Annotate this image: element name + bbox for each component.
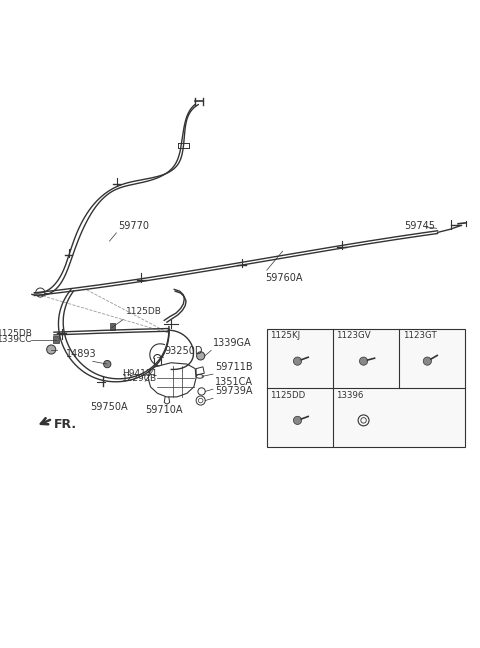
Text: 59739A: 59739A bbox=[215, 386, 253, 396]
Text: 59750A: 59750A bbox=[90, 402, 128, 412]
Bar bbox=[109, 323, 115, 330]
Text: 1125KJ: 1125KJ bbox=[270, 331, 300, 340]
Circle shape bbox=[47, 345, 56, 354]
Bar bbox=[53, 336, 59, 343]
Text: 1339CC: 1339CC bbox=[0, 335, 32, 344]
Bar bbox=[267, 329, 465, 447]
Text: FR.: FR. bbox=[54, 418, 77, 431]
Circle shape bbox=[197, 352, 205, 360]
Text: 93250D: 93250D bbox=[164, 346, 203, 356]
Text: 1125DB: 1125DB bbox=[0, 329, 33, 338]
Text: 59760A: 59760A bbox=[265, 273, 303, 283]
Text: 59770: 59770 bbox=[118, 221, 149, 231]
Circle shape bbox=[293, 416, 301, 424]
Text: 1339GA: 1339GA bbox=[214, 338, 252, 348]
Circle shape bbox=[293, 357, 301, 365]
Circle shape bbox=[360, 357, 368, 365]
Text: 13396: 13396 bbox=[336, 391, 364, 400]
Text: 1125DB: 1125DB bbox=[125, 307, 161, 316]
Text: 1123GV: 1123GV bbox=[336, 331, 371, 340]
Text: H94131: H94131 bbox=[122, 369, 157, 378]
Circle shape bbox=[423, 357, 432, 365]
Circle shape bbox=[104, 360, 111, 368]
Text: 59711B: 59711B bbox=[215, 362, 253, 373]
Text: 1229CB: 1229CB bbox=[122, 375, 157, 383]
Text: 59745: 59745 bbox=[404, 221, 435, 231]
Text: 59710A: 59710A bbox=[145, 405, 183, 415]
Text: 14893: 14893 bbox=[66, 349, 97, 359]
Text: 1123GT: 1123GT bbox=[403, 331, 436, 340]
Text: 1125DD: 1125DD bbox=[270, 391, 306, 400]
Text: 1351CA: 1351CA bbox=[215, 377, 253, 387]
